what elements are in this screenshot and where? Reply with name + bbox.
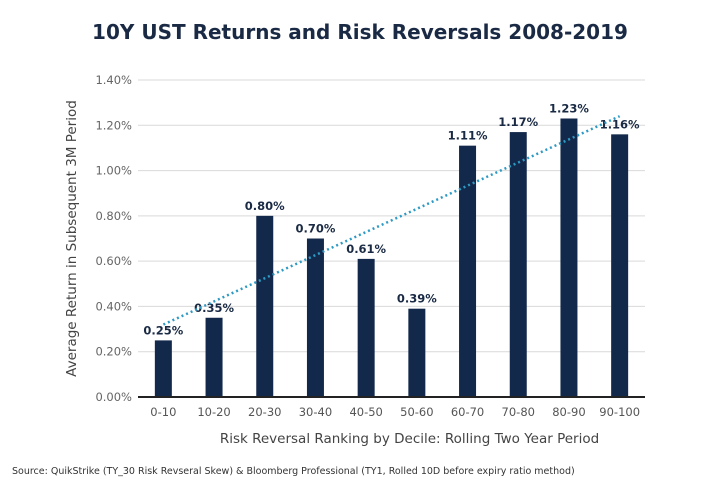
x-tick-label: 10-20 [197, 405, 230, 419]
x-tick-label: 90-100 [599, 405, 640, 419]
x-tick-label: 50-60 [400, 405, 433, 419]
data-label: 1.23% [549, 101, 589, 115]
chart-title: 10Y UST Returns and Risk Reversals 2008-… [92, 20, 628, 44]
bars [154, 118, 629, 398]
y-tick-label: 1.40% [95, 73, 132, 87]
x-tick-label: 80-90 [552, 405, 585, 419]
x-tick-label: 40-50 [349, 405, 382, 419]
data-label: 1.16% [600, 117, 640, 131]
data-label: 0.39% [397, 292, 437, 306]
bar [205, 317, 223, 397]
data-label: 0.25% [143, 323, 183, 337]
x-tick-label: 30-40 [299, 405, 332, 419]
data-label: 0.61% [346, 242, 386, 256]
data-label: 0.35% [194, 301, 234, 315]
y-tick-label: 1.20% [95, 118, 132, 132]
source-note: Source: QuikStrike (TY_30 Risk Revseral … [12, 466, 575, 477]
bar [560, 118, 578, 397]
bar [509, 132, 527, 398]
x-tick-label: 60-70 [451, 405, 484, 419]
x-tick-label: 70-80 [502, 405, 535, 419]
y-tick-label: 0.20% [95, 345, 132, 359]
x-tick-label: 0-10 [150, 405, 176, 419]
data-label: 1.11% [448, 129, 488, 143]
y-tick-label: 0.00% [95, 390, 132, 404]
bar [408, 308, 426, 397]
data-label: 0.70% [295, 222, 335, 236]
x-axis-ticks: 0-10 10-20 20-30 30-40 40-50 50-60 60-70 70-80 8… [150, 405, 640, 419]
trend-line [162, 115, 621, 326]
bar [459, 145, 477, 397]
y-tick-label: 0.80% [95, 209, 132, 223]
bar [611, 134, 629, 398]
y-tick-label: 0.60% [95, 254, 132, 268]
data-labels: 0.25% 0.35% 0.80% 0.70% 0.61% 0.39% 1.11% 1.17%… [143, 101, 640, 337]
y-tick-label: 0.40% [95, 299, 132, 313]
bar [154, 340, 172, 397]
y-tick-label: 1.00% [95, 164, 132, 178]
y-axis-label: Average Return in Subsequent 3M Period [64, 100, 80, 377]
bar [306, 238, 324, 397]
data-label: 1.17% [498, 115, 538, 129]
x-tick-label: 20-30 [248, 405, 281, 419]
data-label: 0.80% [245, 199, 285, 213]
y-axis-ticks: 0.00% 0.20% 0.40% 0.60% 0.80% 1.00% 1.20% 1.40% [95, 73, 132, 404]
bar-chart: 0.00% 0.20% 0.40% 0.60% 0.80% 1.00% 1.20% 1.40%… [64, 73, 645, 447]
bar [357, 258, 375, 397]
x-axis-label: Risk Reversal Ranking by Decile: Rolling… [220, 431, 599, 447]
bar [256, 215, 274, 397]
